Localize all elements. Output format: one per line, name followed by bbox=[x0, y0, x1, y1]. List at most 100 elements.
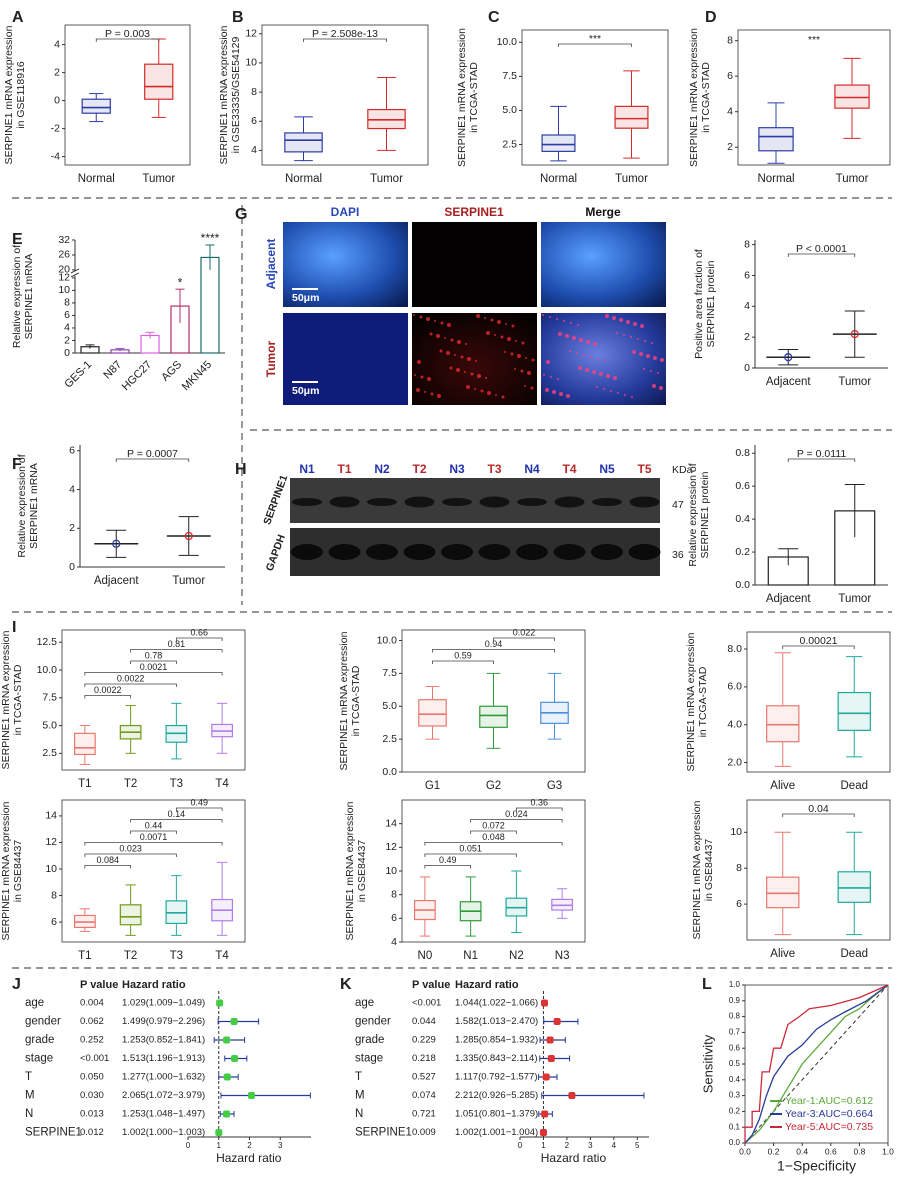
point bbox=[216, 999, 224, 1007]
speckle bbox=[524, 385, 526, 387]
speckle bbox=[566, 394, 570, 398]
x-axis-label: Hazard ratio bbox=[541, 1151, 607, 1165]
x-tick-label: HGC27 bbox=[120, 359, 154, 393]
speckle bbox=[439, 349, 443, 353]
y-tick-label: 0.9 bbox=[729, 996, 741, 1005]
speckle bbox=[413, 314, 415, 316]
x-tick-label: N2 bbox=[509, 950, 524, 962]
row-label: T bbox=[355, 1071, 362, 1083]
point bbox=[542, 1073, 550, 1081]
y-tick-label: -2 bbox=[51, 122, 60, 134]
p-value: <0.001 bbox=[412, 998, 441, 1009]
y-tick-label: 2 bbox=[744, 331, 750, 343]
comparison-bracket bbox=[470, 819, 563, 823]
speckle bbox=[550, 376, 552, 378]
comparison-label: 0.0071 bbox=[140, 832, 168, 842]
comparison-bracket bbox=[84, 695, 132, 699]
hazard-ratio: 1.277(1.000−1.632) bbox=[122, 1072, 205, 1083]
speckle bbox=[576, 352, 578, 354]
comparison-bracket bbox=[84, 683, 177, 687]
x-tick-label: Tumor bbox=[838, 593, 871, 605]
x-tick-label: 3 bbox=[278, 1141, 283, 1150]
point bbox=[553, 1018, 561, 1025]
row-label: T bbox=[25, 1071, 32, 1083]
x-tick-label: Adjacent bbox=[766, 593, 812, 605]
speckle bbox=[420, 375, 424, 379]
x-tick-label: 3 bbox=[588, 1141, 593, 1150]
panel-letter: H bbox=[235, 461, 247, 478]
speckle bbox=[429, 332, 433, 336]
y-tick-label: 0.3 bbox=[729, 1091, 741, 1100]
hazard-ratio: 1.051(0.801−1.379) bbox=[455, 1109, 538, 1120]
comparison-label: 0.0022 bbox=[94, 685, 122, 695]
speckle bbox=[447, 323, 451, 327]
hazard-ratio: 1.253(1.048−1.497) bbox=[122, 1109, 205, 1120]
y-axis-label: SERPINE1 mRNA expression bbox=[456, 28, 468, 167]
x-tick-label: GES-1 bbox=[62, 359, 94, 391]
comparison-bracket bbox=[84, 842, 223, 846]
comparison-bracket bbox=[424, 842, 563, 846]
y-tick-label: -4 bbox=[51, 150, 60, 162]
speckle bbox=[470, 372, 474, 376]
comparison-label: 0.04 bbox=[808, 803, 829, 815]
plot-frame bbox=[61, 629, 246, 771]
panel-letter: K bbox=[340, 976, 352, 993]
row-label: grade bbox=[355, 1034, 384, 1046]
band bbox=[292, 498, 322, 506]
p-value: 0.252 bbox=[80, 1035, 104, 1046]
speckle bbox=[430, 392, 434, 396]
speckle bbox=[604, 360, 606, 362]
speckle bbox=[631, 396, 633, 398]
comparison-label: 0.051 bbox=[459, 843, 482, 853]
mean-marker bbox=[850, 329, 859, 339]
x-tick-label: T3 bbox=[170, 950, 183, 962]
speckle bbox=[504, 351, 506, 353]
image-cell bbox=[541, 313, 666, 405]
y-tick-label: 2 bbox=[54, 66, 60, 78]
point bbox=[231, 1055, 239, 1062]
column-header: P value bbox=[80, 979, 118, 991]
lane-label: T1 bbox=[337, 462, 351, 476]
speckle bbox=[613, 376, 617, 380]
speckle bbox=[578, 366, 582, 370]
comparison-label: 0.44 bbox=[145, 820, 163, 830]
x-tick-label: 0 bbox=[518, 1141, 523, 1150]
speckle bbox=[637, 338, 639, 340]
comparison-bracket bbox=[424, 865, 472, 869]
speckle bbox=[457, 340, 461, 344]
axis-break bbox=[70, 268, 80, 274]
speckle bbox=[572, 336, 576, 340]
row-label: age bbox=[355, 997, 374, 1009]
y-tick-label: 7.5 bbox=[502, 70, 517, 82]
y-tick-label: 8 bbox=[391, 888, 397, 900]
box bbox=[541, 134, 576, 152]
speckle bbox=[464, 371, 466, 373]
speckle bbox=[579, 338, 583, 342]
speckle bbox=[436, 334, 440, 338]
row-label: gender bbox=[25, 1016, 61, 1028]
lane-label: N1 bbox=[299, 462, 315, 476]
y-tick-label: 10 bbox=[58, 284, 70, 296]
row-label: stage bbox=[355, 1053, 383, 1065]
image-cell bbox=[283, 313, 408, 405]
comparison-bracket bbox=[130, 649, 223, 653]
hazard-ratio: 2.065(1.072−3.979) bbox=[122, 1090, 205, 1101]
comparison-label: *** bbox=[808, 34, 820, 46]
row-label: Tumor bbox=[264, 340, 278, 377]
y-tick-label: 5.0 bbox=[42, 719, 57, 731]
comparison-bracket bbox=[175, 637, 223, 641]
box bbox=[837, 871, 871, 903]
comparison-bracket bbox=[782, 813, 855, 817]
y-tick-label: 0.7 bbox=[729, 1028, 741, 1037]
comparison-bracket bbox=[470, 830, 517, 834]
lane-label: N4 bbox=[524, 462, 540, 476]
bar bbox=[200, 256, 220, 354]
p-value: 0.030 bbox=[80, 1090, 104, 1101]
speckle bbox=[530, 386, 534, 390]
speckle bbox=[467, 357, 471, 361]
x-tick-label: T2 bbox=[124, 950, 137, 962]
y-tick-label: 10.0 bbox=[497, 36, 518, 48]
speckle bbox=[545, 388, 549, 392]
band bbox=[442, 498, 472, 506]
speckle bbox=[650, 370, 652, 372]
